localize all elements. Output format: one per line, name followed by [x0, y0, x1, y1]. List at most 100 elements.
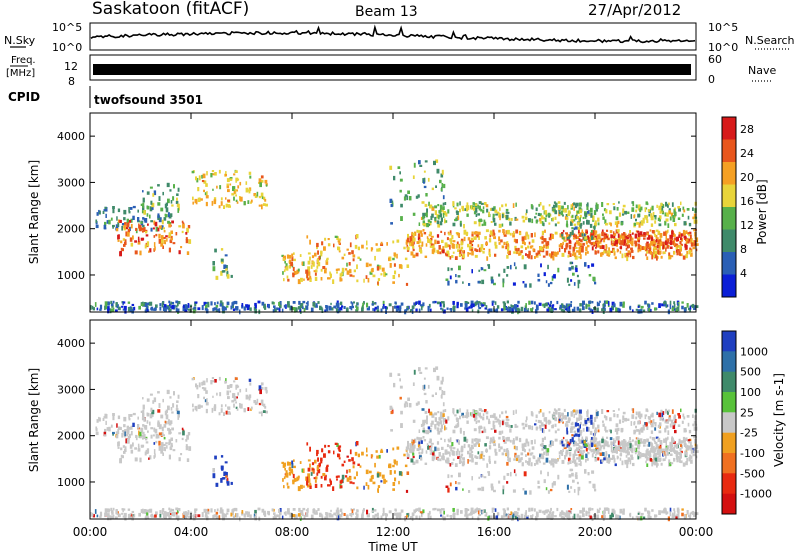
velocity-cell [530, 440, 533, 445]
velocity-cell [415, 459, 419, 464]
power-cell [637, 243, 640, 247]
power-cell [693, 306, 696, 310]
power-cell [178, 250, 181, 255]
power-cell [361, 308, 364, 312]
power-cell [543, 303, 546, 308]
velocity-cell [587, 472, 590, 476]
velocity-cell [321, 448, 324, 453]
velocity-cell [678, 438, 681, 444]
velocity-cell [613, 441, 616, 446]
velocity-cell [573, 409, 576, 413]
velocity-cell [442, 456, 445, 461]
velocity-cell [312, 508, 316, 514]
power-cell [160, 207, 164, 212]
power-cell [630, 249, 634, 253]
velocity-cell [488, 515, 491, 519]
velocity-cell [640, 413, 643, 418]
power-cell [99, 308, 102, 311]
power-cell [619, 236, 623, 239]
velocity-cell [475, 410, 478, 413]
power-cell [357, 246, 360, 251]
power-cell [635, 308, 638, 311]
power-cell [168, 223, 171, 228]
velocity-cell [394, 477, 397, 482]
power-cell [239, 181, 242, 186]
power-cell [572, 246, 576, 252]
power-cell [535, 212, 538, 215]
velocity-cell [622, 510, 625, 515]
power-cell [212, 173, 215, 176]
velocity-cell [535, 512, 539, 518]
power-cell [110, 308, 114, 313]
velocity-cell [226, 481, 230, 486]
velocity-cell [690, 459, 693, 464]
power-cell [692, 216, 695, 220]
velocity-cell [681, 512, 684, 517]
velocity-cell [513, 458, 516, 461]
power-cell [567, 205, 569, 210]
power-cell [577, 222, 580, 226]
velocity-cell [557, 474, 560, 480]
power-cell [588, 213, 591, 216]
velocity-cell [562, 416, 564, 420]
power-cell [129, 306, 132, 309]
velocity-cell [608, 457, 611, 462]
velocity-cell [478, 476, 481, 479]
power-cell [529, 283, 532, 288]
power-cell [200, 198, 203, 201]
power-cell [121, 225, 123, 231]
velocity-cell [651, 437, 655, 441]
velocity-cell [470, 449, 473, 454]
velocity-cell [554, 430, 557, 434]
power-cell [551, 276, 554, 281]
power-cell [405, 282, 409, 286]
nsky-panel: N.Sky 10^5 10^0 10^5 10^0 N.Search [4, 21, 795, 54]
velocity-cell [677, 413, 681, 416]
power-cell [224, 254, 228, 257]
power-cell [437, 250, 440, 255]
velocity-cell [536, 511, 538, 514]
velocity-cell [562, 436, 565, 440]
power-cell [493, 282, 496, 286]
velocity-cell [349, 449, 352, 455]
power-cell [423, 232, 427, 235]
velocity-cell [456, 439, 459, 443]
velocity-cell [570, 428, 573, 432]
power-cell [636, 222, 640, 225]
velocity-cell [282, 478, 284, 482]
power-cell [440, 301, 444, 304]
velocity-cell [154, 514, 157, 518]
velocity-cell [646, 409, 649, 413]
power-cell [299, 304, 303, 309]
velocity-cell [155, 440, 158, 444]
power-cell [548, 304, 552, 307]
velocity-cell [265, 391, 268, 394]
power-cell [525, 303, 527, 307]
power-cell [488, 211, 490, 217]
power-cell [629, 305, 632, 311]
power-cell [621, 240, 624, 245]
velocity-cell [610, 447, 613, 452]
velocity-cell [637, 412, 641, 418]
velocity-cell [383, 478, 386, 484]
velocity-cell [225, 472, 228, 477]
velocity-cell [328, 512, 332, 518]
power-cell [560, 243, 563, 247]
power-cell [503, 241, 506, 245]
power-cell [616, 229, 620, 232]
power-cell [653, 215, 657, 218]
velocity-cell [582, 511, 584, 517]
power-cell [593, 237, 597, 240]
velocity-cell [107, 508, 110, 513]
velocity-cell [596, 411, 599, 417]
power-cell [464, 301, 468, 305]
power-cell [646, 249, 648, 254]
power-cell [279, 301, 282, 305]
power-cell [515, 266, 517, 270]
power-cell [525, 253, 527, 256]
power-cell [539, 220, 543, 224]
power-cell [366, 240, 368, 246]
velocity-cell [540, 422, 544, 427]
power-cell [173, 184, 175, 189]
power-cell [681, 237, 683, 242]
